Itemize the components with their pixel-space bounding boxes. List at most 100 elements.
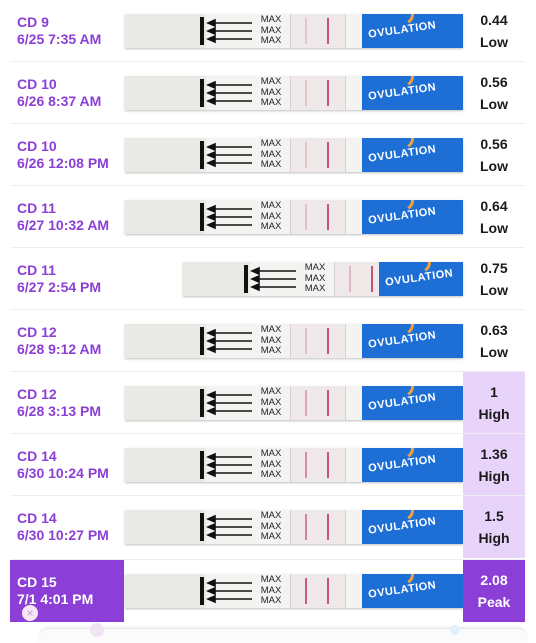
row-divider — [10, 371, 525, 372]
row-divider — [10, 185, 525, 186]
strip-bar — [200, 203, 204, 231]
test-strip-image[interactable]: MAX MAX MAX OVULATION — [183, 262, 463, 296]
test-strip-image[interactable]: MAX MAX MAX OVULATION — [125, 76, 463, 110]
test-row[interactable]: CD 14 6/30 10:27 PM MAX MAX MAX — [0, 496, 536, 558]
max-line: MAX — [260, 345, 282, 356]
test-strip-image[interactable]: MAX MAX MAX OVULATION — [125, 386, 463, 420]
test-label[interactable]: CD 10 6/26 12:08 PM — [10, 124, 124, 186]
result-level: Low — [480, 282, 508, 298]
test-label[interactable]: CD 12 6/28 9:12 AM — [10, 310, 124, 372]
test-datetime: 6/25 7:35 AM — [17, 31, 102, 47]
test-row[interactable]: CD 15 7/1 4:01 PM MAX MAX MAX — [0, 560, 536, 622]
test-strip-image[interactable]: MAX MAX MAX OVULATION — [125, 14, 463, 48]
max-line: MAX — [260, 86, 282, 98]
test-strip-image[interactable]: MAX MAX MAX OVULATION — [125, 138, 463, 172]
test-result[interactable]: 1 High — [463, 372, 525, 434]
max-line: MAX — [304, 283, 326, 294]
test-strip-image[interactable]: MAX MAX MAX OVULATION — [125, 510, 463, 544]
test-row[interactable]: CD 9 6/25 7:35 AM MAX MAX MAX — [0, 0, 536, 62]
max-line: MAX — [260, 448, 282, 459]
close-icon[interactable]: × — [22, 605, 38, 621]
result-window — [290, 76, 346, 110]
test-row[interactable]: CD 10 6/26 12:08 PM MAX MAX MAX — [0, 124, 536, 186]
test-strip-image[interactable]: MAX MAX MAX OVULATION — [125, 200, 463, 234]
max-line: MAX — [260, 159, 282, 170]
bottom-sheet[interactable] — [40, 623, 526, 643]
max-line: MAX — [260, 14, 282, 25]
max-label: MAX MAX MAX — [256, 200, 286, 233]
test-label[interactable]: CD 10 6/26 8:37 AM — [10, 62, 124, 124]
test-result[interactable]: 1.36 High — [463, 434, 525, 496]
brand-panel: OVULATION — [362, 138, 463, 172]
test-result[interactable]: 0.44 Low — [463, 0, 525, 62]
test-result[interactable]: 0.63 Low — [463, 310, 525, 372]
test-result[interactable]: 0.56 Low — [463, 124, 525, 186]
arrows-icon — [206, 204, 252, 230]
test-result[interactable]: 0.64 Low — [463, 186, 525, 248]
test-label[interactable]: CD 12 6/28 3:13 PM — [10, 372, 124, 434]
strip-handle — [125, 510, 206, 544]
arrows-icon — [206, 452, 252, 478]
test-row[interactable]: CD 12 6/28 3:13 PM MAX MAX MAX — [0, 372, 536, 434]
test-result[interactable]: 0.56 Low — [463, 62, 525, 124]
control-line — [327, 390, 329, 416]
test-row[interactable]: CD 10 6/26 8:37 AM MAX MAX MAX — [0, 62, 536, 124]
arrows-icon — [206, 390, 252, 416]
max-line: MAX — [260, 97, 282, 108]
max-line: MAX — [260, 35, 282, 46]
max-line: MAX — [260, 386, 282, 397]
test-row[interactable]: CD 14 6/30 10:24 PM MAX MAX MAX — [0, 434, 536, 496]
test-label[interactable]: CD 9 6/25 7:35 AM — [10, 0, 124, 62]
max-line: MAX — [260, 76, 282, 87]
cycle-day: CD 15 — [17, 574, 57, 590]
result-window — [290, 14, 346, 48]
row-divider — [10, 123, 525, 124]
brand-panel: OVULATION — [362, 200, 463, 234]
control-line — [327, 452, 329, 478]
control-line — [371, 266, 373, 292]
test-datetime: 6/28 9:12 AM — [17, 341, 102, 357]
strip-bar — [200, 451, 204, 479]
control-line — [327, 142, 329, 168]
test-strip-image[interactable]: MAX MAX MAX OVULATION — [125, 448, 463, 482]
cycle-day: CD 11 — [17, 200, 56, 216]
test-row[interactable]: CD 11 6/27 10:32 AM MAX MAX MAX — [0, 186, 536, 248]
control-line — [327, 204, 329, 230]
decor-bubble — [450, 625, 460, 635]
row-divider — [10, 309, 525, 310]
max-line: MAX — [304, 262, 326, 273]
strip-bar — [200, 17, 204, 45]
test-label[interactable]: CD 14 6/30 10:27 PM — [10, 496, 124, 558]
test-strip-image[interactable]: MAX MAX MAX OVULATION — [125, 574, 463, 608]
max-line: MAX — [260, 396, 282, 408]
max-line: MAX — [260, 138, 282, 149]
test-label[interactable]: CD 11 6/27 10:32 AM — [10, 186, 124, 248]
test-strip-image[interactable]: MAX MAX MAX OVULATION — [125, 324, 463, 358]
test-result[interactable]: 0.75 Low — [463, 248, 525, 310]
test-row[interactable]: CD 11 6/27 2:54 PM MAX MAX MAX — [0, 248, 536, 310]
test-label[interactable]: CD 11 6/27 2:54 PM — [10, 248, 124, 310]
result-window — [290, 574, 346, 608]
result-window — [290, 448, 346, 482]
strip-handle — [125, 14, 206, 48]
test-result[interactable]: 2.08 Peak — [463, 560, 525, 622]
test-label[interactable]: CD 14 6/30 10:24 PM — [10, 434, 124, 496]
test-datetime: 6/27 2:54 PM — [17, 279, 102, 295]
max-line: MAX — [260, 595, 282, 606]
decor-bubble — [90, 623, 104, 637]
max-label: MAX MAX MAX — [256, 574, 286, 607]
result-level: High — [478, 468, 510, 484]
test-row[interactable]: CD 12 6/28 9:12 AM MAX MAX MAX — [0, 310, 536, 372]
strip-handle — [125, 200, 206, 234]
max-line: MAX — [260, 324, 282, 335]
strip-handle — [125, 138, 206, 172]
strip-bar — [200, 513, 204, 541]
brand-panel: OVULATION — [362, 448, 463, 482]
row-divider — [10, 559, 525, 560]
strip-handle — [125, 324, 206, 358]
cycle-day: CD 12 — [17, 324, 57, 340]
result-window — [290, 386, 346, 420]
test-result[interactable]: 1.5 High — [463, 496, 525, 558]
strip-bar — [244, 265, 248, 293]
cycle-day: CD 14 — [17, 510, 57, 526]
